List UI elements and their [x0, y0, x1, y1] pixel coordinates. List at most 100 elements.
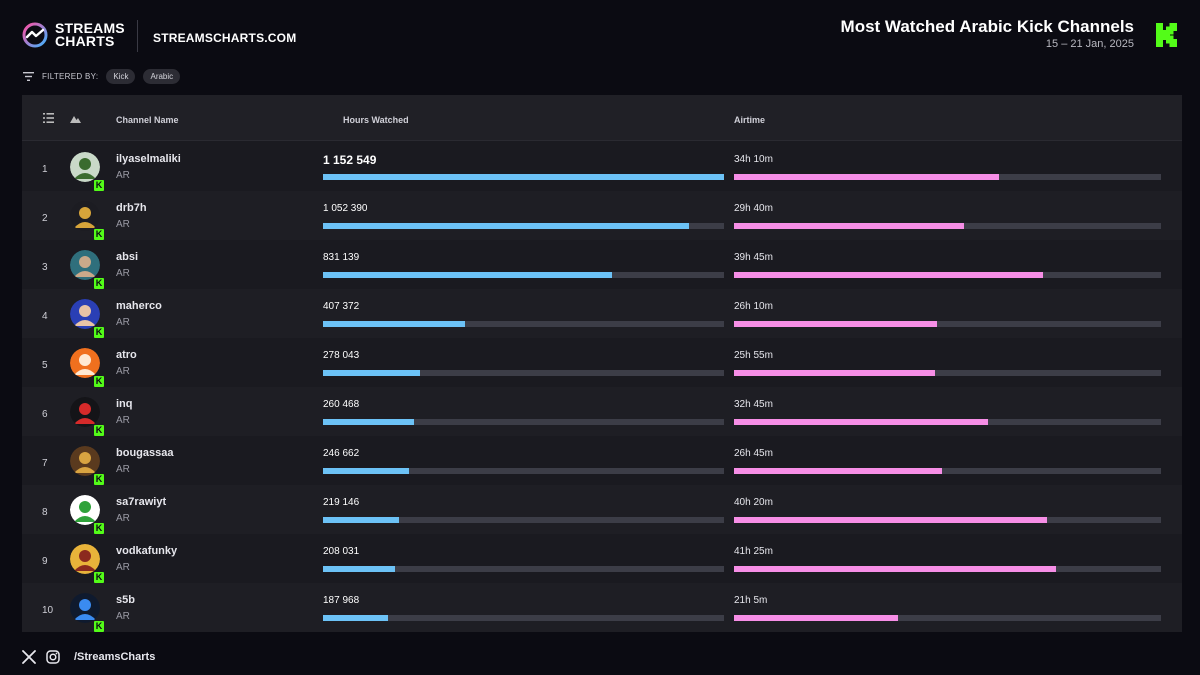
airtime-value: 34h 10m [734, 154, 773, 165]
hours-watched-track [323, 517, 724, 523]
airtime-value: 25h 55m [734, 350, 773, 361]
hours-watched-bar [323, 174, 724, 180]
avatar-image [70, 299, 100, 329]
hours-watched-track [323, 370, 724, 376]
header: STREAMS CHARTS STREAMSCHARTS.COM Most Wa… [0, 0, 1200, 70]
list-icon[interactable] [43, 113, 54, 123]
hours-watched-bar [323, 566, 396, 572]
streamscharts-logo[interactable]: STREAMS CHARTS [22, 21, 125, 49]
kick-badge-icon: K [94, 572, 104, 583]
kick-badge-icon: K [94, 229, 104, 240]
hours-watched-value: 1 052 390 [323, 203, 368, 214]
hours-watched-bar [323, 321, 465, 327]
filter-chip-kick[interactable]: Kick [106, 69, 136, 84]
airtime-track [734, 419, 1161, 425]
hours-watched-value: 260 468 [323, 399, 360, 410]
airtime-track [734, 468, 1161, 474]
hours-watched-track [323, 174, 724, 180]
hours-watched-track [323, 615, 724, 621]
airtime-track [734, 517, 1161, 523]
airtime-track [734, 321, 1161, 327]
channel-name[interactable]: drb7h [116, 202, 147, 214]
channel-language: AR [116, 219, 130, 230]
table-header: Channel Name Hours Watched Airtime [22, 95, 1182, 141]
rank-number: 1 [42, 164, 48, 175]
streamscharts-logo-icon [22, 22, 48, 48]
channel-name[interactable]: s5b [116, 594, 135, 606]
channel-name[interactable]: sa7rawiyt [116, 496, 167, 508]
airtime-value: 26h 45m [734, 448, 773, 459]
airtime-bar [734, 566, 1056, 572]
channel-name[interactable]: ilyaselmaliki [116, 153, 181, 165]
channel-name[interactable]: atro [116, 349, 137, 361]
hours-watched-value: 246 662 [323, 448, 360, 459]
channel-language: AR [116, 317, 130, 328]
hours-watched-value: 187 968 [323, 595, 360, 606]
channel-name[interactable]: absi [116, 251, 139, 263]
airtime-bar [734, 223, 965, 229]
rank-number: 9 [42, 556, 48, 567]
channel-avatar[interactable]: K [70, 593, 104, 632]
filter-icon [23, 72, 34, 81]
airtime-bar [734, 517, 1048, 523]
hours-watched-track [323, 321, 724, 327]
channel-name[interactable]: inq [116, 398, 133, 410]
airtime-value: 40h 20m [734, 497, 773, 508]
kick-badge-icon: K [94, 425, 104, 436]
hours-watched-value: 219 146 [323, 497, 360, 508]
brand-line-2: CHARTS [55, 33, 115, 49]
mountain-icon[interactable] [70, 113, 81, 123]
hours-watched-track [323, 566, 724, 572]
airtime-track [734, 223, 1161, 229]
instagram-icon[interactable] [46, 650, 60, 664]
channel-avatar[interactable]: K [70, 299, 104, 338]
rank-number: 7 [42, 458, 48, 469]
footer: /StreamsCharts [22, 650, 155, 664]
hours-watched-bar [323, 419, 414, 425]
channel-avatar[interactable]: K [70, 152, 104, 191]
channel-avatar[interactable]: K [70, 348, 104, 387]
channel-language: AR [116, 562, 130, 573]
filter-chip-arabic[interactable]: Arabic [143, 69, 181, 84]
kick-logo-icon [1156, 23, 1177, 47]
site-url[interactable]: STREAMSCHARTS.COM [153, 31, 297, 45]
rank-number: 10 [42, 605, 54, 616]
channel-avatar[interactable]: K [70, 397, 104, 436]
channel-language: AR [116, 513, 130, 524]
airtime-value: 39h 45m [734, 252, 773, 263]
hours-watched-value: 208 031 [323, 546, 360, 557]
channel-name[interactable]: maherco [116, 300, 162, 312]
avatar-image [70, 397, 100, 427]
airtime-value: 41h 25m [734, 546, 773, 557]
chart-title: Most Watched Arabic Kick Channels [840, 17, 1134, 36]
col-airtime[interactable]: Airtime [734, 115, 766, 125]
airtime-track [734, 174, 1161, 180]
channel-name[interactable]: bougassaa [116, 447, 174, 459]
channel-avatar[interactable]: K [70, 544, 104, 583]
hours-watched-track [323, 468, 724, 474]
col-channel-name[interactable]: Channel Name [116, 115, 179, 125]
channel-avatar[interactable]: K [70, 201, 104, 240]
channel-avatar[interactable]: K [70, 250, 104, 289]
avatar-image [70, 348, 100, 378]
kick-badge-icon: K [94, 621, 104, 632]
rank-number: 5 [42, 360, 48, 371]
airtime-value: 29h 40m [734, 203, 773, 214]
channel-avatar[interactable]: K [70, 446, 104, 485]
x-icon[interactable] [22, 650, 36, 664]
channel-name[interactable]: vodkafunky [116, 545, 178, 557]
social-handle[interactable]: /StreamsCharts [74, 651, 156, 663]
channel-avatar[interactable]: K [70, 495, 104, 534]
col-hours-watched[interactable]: Hours Watched [343, 115, 409, 125]
